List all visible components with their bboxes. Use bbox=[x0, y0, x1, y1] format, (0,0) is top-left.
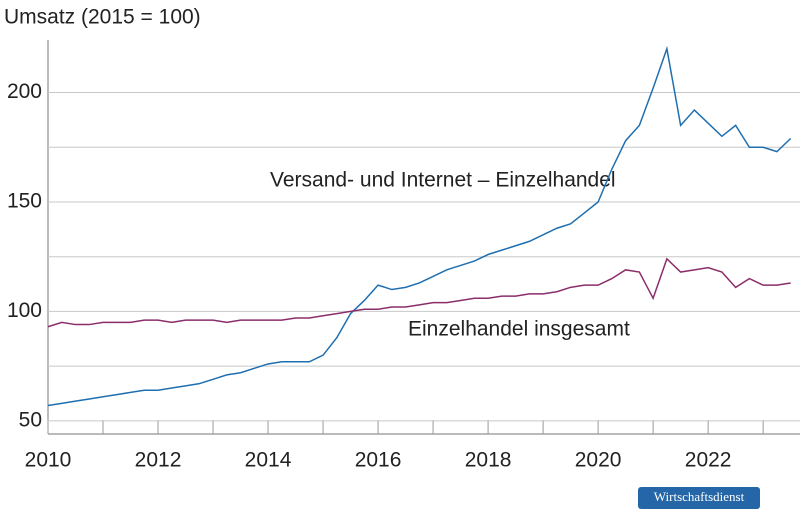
x-tick-label: 2016 bbox=[355, 449, 402, 472]
source: Wirtschaftsdienst bbox=[654, 489, 745, 504]
x-tick-label: 2022 bbox=[685, 449, 732, 472]
y-tick-label: 150 bbox=[7, 190, 42, 213]
source-badge bbox=[638, 487, 760, 509]
y-tick-label: 100 bbox=[7, 299, 42, 322]
y-tick-label: 50 bbox=[19, 408, 42, 431]
x-tick-label: 2014 bbox=[245, 449, 292, 472]
x-tick-label: 2010 bbox=[25, 449, 72, 472]
line-series bbox=[47, 45, 792, 407]
x-tick-label: 2012 bbox=[135, 449, 182, 472]
series-label: Einzelhandel insgesamt bbox=[408, 318, 630, 341]
y-tick-label: 200 bbox=[7, 80, 42, 103]
chart-title: Umsatz (2015 = 100) bbox=[4, 6, 201, 29]
series-label: Versand- und Internet – Einzelhandel bbox=[270, 169, 616, 192]
line-series bbox=[47, 257, 791, 328]
x-tick-label: 2018 bbox=[465, 449, 512, 472]
x-tick-label: 2020 bbox=[575, 449, 622, 472]
